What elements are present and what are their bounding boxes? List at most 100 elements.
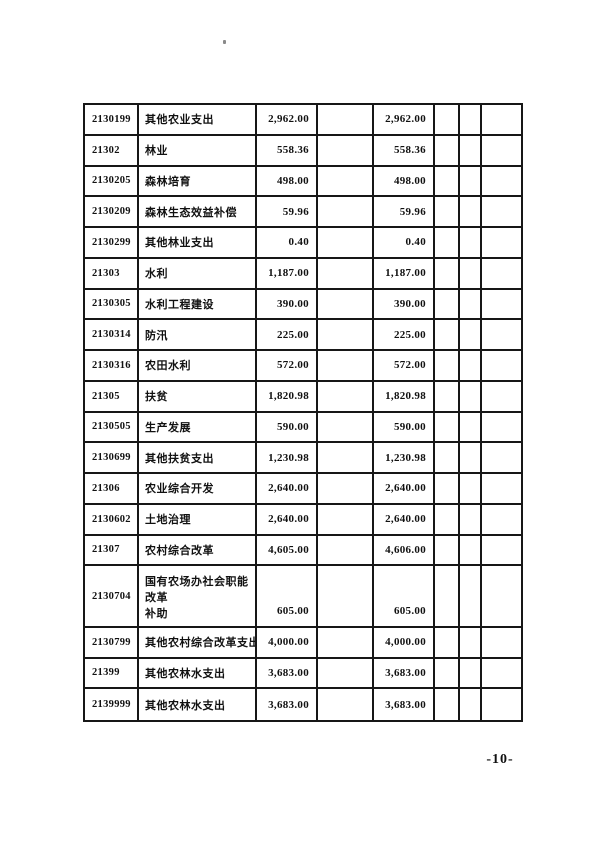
name-line: 水利工程建设 [145,298,214,311]
name-cell: 森林培育 [139,166,257,196]
amount-cell-left: 3,683.00 [257,689,318,720]
amount-cell-right: 1,187.00 [374,258,435,288]
name-line: 其他农业支出 [145,114,214,127]
blank-cell [318,228,374,257]
blank-cell [318,351,374,380]
blank-cell-narrow [460,258,482,288]
blank-cell [318,689,374,720]
name-line: 林业 [145,145,168,158]
name-cell: 农村综合改革 [139,535,257,565]
blank-cell [318,166,374,196]
blank-cell-narrow [435,289,460,319]
table-row: 21302 林业 558.36 558.36 [85,135,521,167]
blank-cell-narrow [460,627,482,657]
blank-cell-narrow [460,135,482,165]
amount-cell-right: 2,962.00 [374,105,435,134]
amount-cell-left: 2,640.00 [257,474,318,503]
blank-cell-narrow [435,658,460,688]
name-cell: 其他农林水支出 [139,689,257,720]
code-cell: 21306 [85,474,139,503]
scan-speck [223,40,226,44]
name-line: 扶贫 [145,391,168,404]
amount-cell-left: 59.96 [257,197,318,226]
amount-cell-left: 558.36 [257,135,318,165]
table-row: 21303 水利 1,187.00 1,187.00 [85,258,521,290]
amount-cell-right: 3,683.00 [374,658,435,688]
amount-cell-right: 590.00 [374,412,435,442]
blank-cell-end [482,413,521,442]
table-row: 2130505 生产发展 590.00 590.00 [85,412,521,444]
name-line: 其他林业支出 [145,237,214,250]
name-line: 农村综合改革 [145,544,214,557]
blank-cell [318,197,374,226]
name-line: 土地治理 [145,514,191,527]
blank-cell-narrow [435,412,460,442]
table-row: 2130699 其他扶贫支出 1,230.98 1,230.98 [85,443,521,474]
code-cell: 21303 [85,258,139,288]
blank-cell-narrow [435,566,460,626]
amount-cell-left: 2,640.00 [257,504,318,534]
table-row: 2130199 其他农业支出 2,962.00 2,962.00 [85,105,521,136]
name-line: 农业综合开发 [145,483,214,496]
blank-cell-narrow [435,351,460,380]
amount-cell-left: 390.00 [257,289,318,319]
blank-cell-narrow [435,504,460,534]
blank-cell-narrow [460,566,482,626]
blank-cell [318,535,374,565]
table-row: 2130799 其他农村综合改革支出 4,000.00 4,000.00 [85,627,521,659]
amount-cell-right: 2,640.00 [374,504,435,534]
amount-cell-right: 558.36 [374,135,435,165]
blank-cell-narrow [460,658,482,688]
amount-cell-right: 1,820.98 [374,381,435,411]
name-cell: 其他农业支出 [139,105,257,134]
blank-cell-narrow [435,627,460,657]
amount-cell-right: 1,230.98 [374,443,435,472]
code-cell: 2130316 [85,351,139,380]
blank-cell-end [482,505,521,534]
table-row: 2130209 森林生态效益补偿 59.96 59.96 [85,197,521,228]
blank-cell-end [482,290,521,319]
amount-cell-right: 0.40 [374,228,435,257]
table-row: 2130205 森林培育 498.00 498.00 [85,166,521,198]
blank-cell-end [482,259,521,288]
amount-cell-left: 3,683.00 [257,658,318,688]
table-row: 2130305 水利工程建设 390.00 390.00 [85,289,521,321]
amount-cell-right: 59.96 [374,197,435,226]
blank-cell-narrow [435,135,460,165]
blank-cell-narrow [460,105,482,134]
blank-cell-narrow [460,351,482,380]
blank-cell-narrow [435,320,460,349]
code-cell: 2130209 [85,197,139,226]
blank-cell-narrow [460,166,482,196]
amount-cell-right: 605.00 [374,566,435,626]
blank-cell-narrow [435,535,460,565]
blank-cell [318,658,374,688]
blank-cell-narrow [435,258,460,288]
name-line: 防汛 [145,329,168,342]
blank-cell-end [482,443,521,472]
amount-cell-left: 1,820.98 [257,381,318,411]
blank-cell-narrow [435,166,460,196]
table-row: 2139999 其他农林水支出 3,683.00 3,683.00 [85,689,521,720]
table-row: 2130316 农田水利 572.00 572.00 [85,351,521,382]
table-row: 21306 农业综合开发 2,640.00 2,640.00 [85,474,521,505]
blank-cell-end [482,382,521,411]
name-cell: 森林生态效益补偿 [139,197,257,226]
name-line: 其他农林水支出 [145,699,226,712]
name-cell: 水利工程建设 [139,289,257,319]
blank-cell-end [482,566,521,626]
blank-cell-narrow [460,474,482,503]
blank-cell [318,474,374,503]
code-cell: 2130305 [85,289,139,319]
table-row: 21307 农村综合改革 4,605.00 4,606.00 [85,535,521,567]
blank-cell [318,320,374,349]
blank-cell-narrow [460,443,482,472]
code-cell: 2130704 [85,566,139,626]
amount-cell-right: 2,640.00 [374,474,435,503]
blank-cell [318,412,374,442]
blank-cell-end [482,474,521,503]
amount-cell-left: 1,187.00 [257,258,318,288]
table-row: 21305 扶贫 1,820.98 1,820.98 [85,381,521,413]
code-cell: 2130505 [85,412,139,442]
